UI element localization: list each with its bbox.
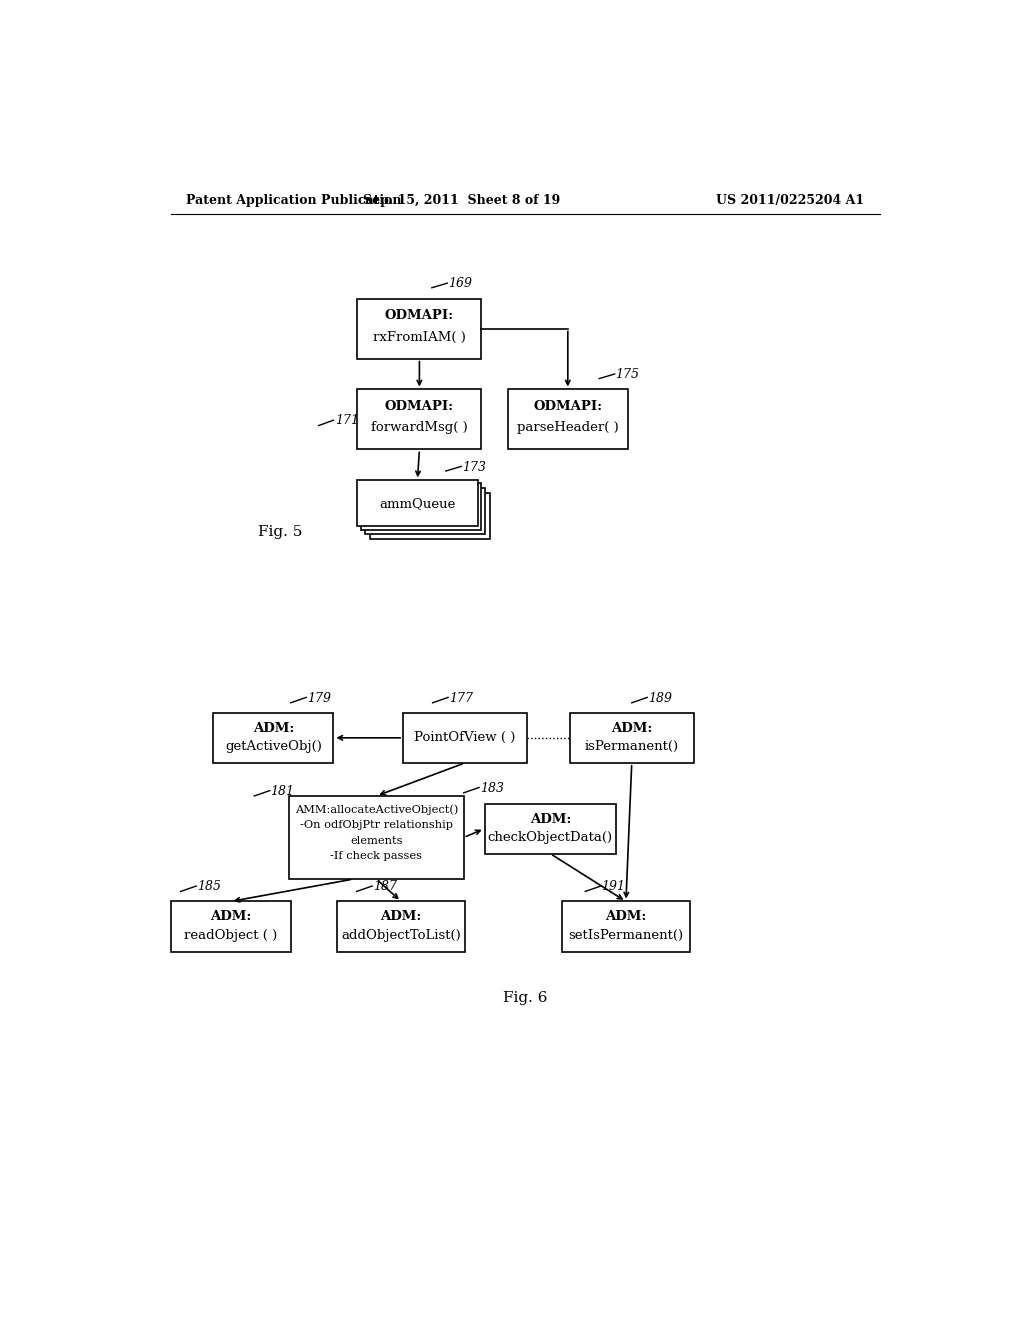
- Text: ODMAPI:: ODMAPI:: [385, 400, 454, 413]
- Text: rxFromIAM( ): rxFromIAM( ): [373, 330, 466, 343]
- Text: 177: 177: [449, 692, 473, 705]
- Text: isPermanent(): isPermanent(): [585, 741, 679, 754]
- Text: 173: 173: [462, 461, 486, 474]
- Bar: [484, 804, 616, 854]
- Text: addObjectToList(): addObjectToList(): [341, 929, 461, 942]
- Text: ammQueue: ammQueue: [379, 496, 456, 510]
- Text: ADM:: ADM:: [210, 911, 251, 924]
- Text: checkObjectData(): checkObjectData(): [487, 832, 613, 843]
- Bar: [337, 902, 465, 952]
- Text: -On odfObjPtr relationship: -On odfObjPtr relationship: [300, 820, 453, 830]
- Text: -If check passes: -If check passes: [331, 851, 422, 861]
- Bar: [366, 488, 485, 535]
- Text: forwardMsg( ): forwardMsg( ): [371, 421, 468, 434]
- Text: parseHeader( ): parseHeader( ): [517, 421, 618, 434]
- Text: 169: 169: [449, 277, 472, 290]
- Bar: [370, 492, 489, 539]
- Text: ODMAPI:: ODMAPI:: [385, 309, 454, 322]
- Bar: [213, 713, 334, 763]
- Text: Patent Application Publication: Patent Application Publication: [186, 194, 401, 207]
- Text: 185: 185: [197, 880, 221, 894]
- Text: AMM:allocateActiveObject(): AMM:allocateActiveObject(): [295, 804, 458, 816]
- Text: Fig. 5: Fig. 5: [258, 525, 302, 539]
- Text: ADM:: ADM:: [611, 722, 652, 735]
- Text: ADM:: ADM:: [529, 813, 571, 825]
- Text: 175: 175: [615, 368, 639, 381]
- Text: 181: 181: [270, 785, 295, 797]
- Bar: [403, 713, 527, 763]
- Text: setIsPermanent(): setIsPermanent(): [568, 929, 683, 942]
- Text: ODMAPI:: ODMAPI:: [534, 400, 602, 413]
- Bar: [360, 483, 480, 529]
- Bar: [569, 713, 693, 763]
- Bar: [562, 902, 690, 952]
- Text: 191: 191: [601, 880, 626, 894]
- Text: ADM:: ADM:: [253, 722, 294, 735]
- Text: readObject ( ): readObject ( ): [184, 929, 278, 942]
- Text: US 2011/0225204 A1: US 2011/0225204 A1: [716, 194, 864, 207]
- Bar: [357, 480, 477, 527]
- Bar: [289, 796, 464, 879]
- Text: Fig. 6: Fig. 6: [503, 991, 547, 1005]
- Bar: [171, 902, 291, 952]
- Text: ADM:: ADM:: [381, 911, 422, 924]
- Text: elements: elements: [350, 836, 402, 846]
- Text: 179: 179: [307, 692, 331, 705]
- Text: 183: 183: [480, 781, 504, 795]
- Text: 189: 189: [648, 692, 672, 705]
- Bar: [508, 389, 628, 449]
- Bar: [357, 298, 481, 359]
- Text: PointOfView ( ): PointOfView ( ): [415, 731, 516, 744]
- Bar: [357, 389, 481, 449]
- Text: ADM:: ADM:: [605, 911, 646, 924]
- Text: Sep. 15, 2011  Sheet 8 of 19: Sep. 15, 2011 Sheet 8 of 19: [362, 194, 560, 207]
- Text: 171: 171: [335, 414, 359, 428]
- Text: 187: 187: [373, 880, 397, 894]
- Text: getActiveObj(): getActiveObj(): [225, 741, 322, 754]
